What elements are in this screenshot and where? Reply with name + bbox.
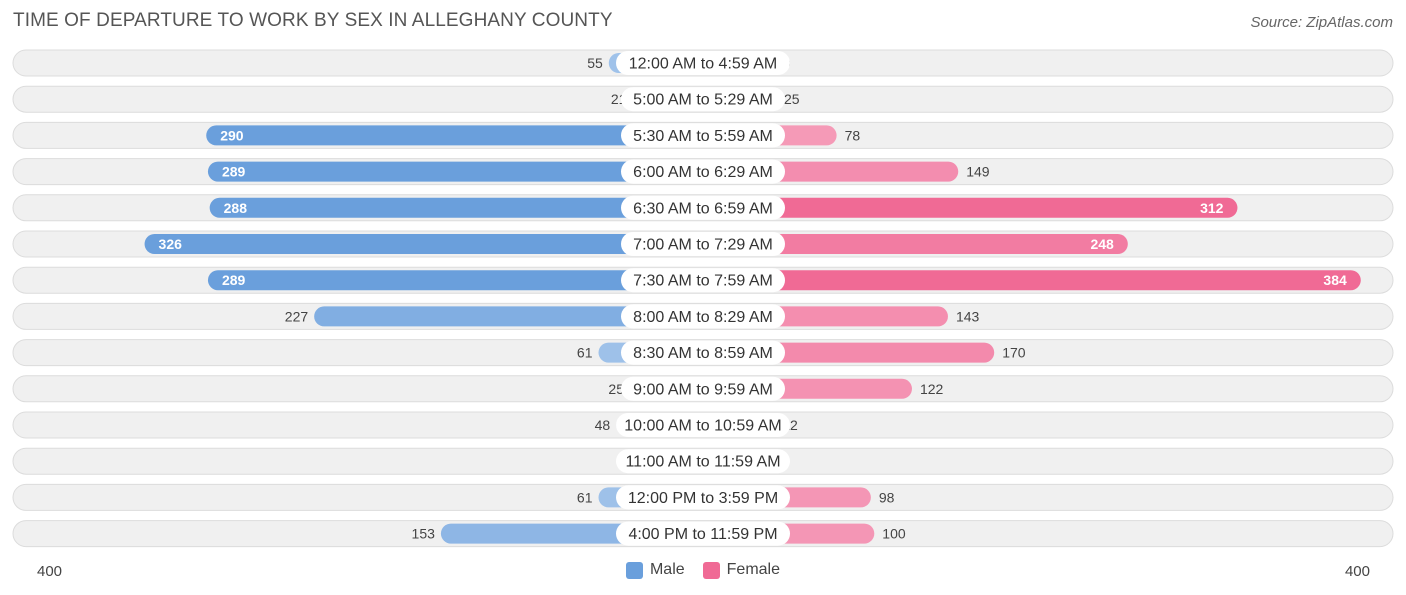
value-label-female: 248	[1090, 236, 1114, 252]
category-pill	[621, 123, 785, 148]
value-label-male: 290	[220, 127, 244, 143]
value-label-male: 288	[224, 200, 248, 216]
value-label-female: 170	[1002, 345, 1026, 361]
value-label-female: 100	[882, 526, 906, 542]
bar-male	[209, 197, 703, 218]
bar-male	[314, 306, 703, 327]
category-label: 12:00 PM to 3:59 PM	[628, 490, 778, 507]
value-label-male: 289	[222, 272, 246, 288]
category-label: 6:30 AM to 6:59 AM	[633, 200, 773, 217]
category-pill	[621, 232, 785, 256]
value-label-female: 98	[879, 489, 895, 505]
chart-row: 289 384 7:30 AM to 7:59 AM	[12, 266, 1394, 294]
chart-row: 289 149 6:00 AM to 6:29 AM	[12, 158, 1394, 186]
chart-row: 21 255:00 AM to 5:29 AM	[12, 85, 1394, 113]
category-label: 7:00 AM to 7:29 AM	[633, 237, 773, 254]
value-label-male: 289	[222, 164, 246, 180]
category-pill	[621, 376, 785, 401]
category-pill	[616, 485, 790, 510]
bar-female	[703, 197, 1238, 218]
value-label-female: 143	[956, 308, 980, 324]
category-label: 6:00 AM to 6:29 AM	[633, 164, 773, 181]
chart-row: 290 78 5:30 AM to 5:59 AM	[12, 121, 1394, 149]
value-label-female: 25	[784, 91, 800, 107]
bar-male	[144, 234, 703, 254]
chart-row: 0011:00 AM to 11:59 AM	[12, 447, 1394, 475]
category-label: 12:00 AM to 4:59 AM	[629, 56, 778, 73]
value-label-female: 312	[1200, 200, 1224, 216]
category-pill	[616, 51, 790, 75]
category-label: 4:00 PM to 11:59 PM	[628, 526, 777, 543]
value-label-male: 25	[608, 381, 624, 397]
category-pill	[616, 521, 790, 546]
category-label: 8:00 AM to 8:29 AM	[633, 309, 773, 326]
category-label: 7:30 AM to 7:59 AM	[633, 273, 773, 290]
x-axis-left-label: 400	[37, 563, 63, 580]
chart-row: 551012:00 AM to 4:59 AM	[12, 49, 1394, 77]
category-label: 8:30 AM to 8:59 AM	[633, 345, 773, 362]
legend-label-female: Female	[726, 561, 781, 578]
chart-row: 227 143 8:00 AM to 8:29 AM	[12, 302, 1394, 330]
category-pill	[616, 413, 790, 437]
bar-male	[206, 125, 704, 146]
legend: Male Female	[0, 561, 1406, 579]
bar-female	[703, 270, 1361, 291]
value-label-male: 55	[587, 55, 603, 71]
category-pill	[621, 304, 785, 329]
value-label-male: 326	[159, 236, 183, 252]
source-credit: Source: ZipAtlas.com	[1250, 14, 1393, 31]
value-label-male: 61	[577, 489, 593, 505]
value-label-female: 149	[966, 164, 990, 180]
chart-row: 25 122 9:00 AM to 9:59 AM	[12, 375, 1394, 403]
legend-item-male: Male	[625, 561, 685, 579]
value-label-male: 48	[595, 417, 611, 433]
bar-male	[207, 161, 703, 182]
value-label-female: 78	[845, 127, 861, 143]
chart-row: 61 98 12:00 PM to 3:59 PM	[12, 483, 1394, 511]
category-label: 5:00 AM to 5:29 AM	[633, 92, 773, 109]
category-label: 11:00 AM to 11:59 AM	[625, 454, 780, 471]
value-label-male: 153	[412, 526, 436, 542]
bar-male	[207, 270, 703, 291]
category-pill	[621, 195, 785, 220]
category-pill	[621, 268, 785, 293]
chart-row: 288 312 6:30 AM to 6:59 AM	[12, 194, 1394, 222]
category-pill	[621, 340, 785, 365]
chart-row: 326 248 7:00 AM to 7:29 AM	[12, 230, 1394, 258]
value-label-female: 122	[920, 381, 944, 397]
category-label: 10:00 AM to 10:59 AM	[624, 418, 781, 435]
category-pill	[621, 159, 785, 184]
chart-row: 482210:00 AM to 10:59 AM	[12, 411, 1394, 439]
chart-title: TIME OF DEPARTURE TO WORK BY SEX IN ALLE…	[13, 10, 613, 31]
category-label: 5:30 AM to 5:59 AM	[633, 128, 773, 145]
category-pill	[616, 449, 790, 474]
chart-row: 153 100 4:00 PM to 11:59 PM	[12, 520, 1394, 548]
legend-swatch-female	[702, 561, 720, 579]
legend-label-male: Male	[649, 561, 685, 578]
bar-female	[703, 234, 1128, 254]
category-label: 9:00 AM to 9:59 AM	[633, 381, 773, 398]
legend-swatch-male	[625, 561, 643, 579]
category-pill	[621, 87, 785, 112]
value-label-male: 227	[285, 308, 309, 324]
legend-item-female: Female	[702, 561, 781, 579]
chart-row: 61 170 8:30 AM to 8:59 AM	[12, 339, 1394, 367]
value-label-female: 384	[1323, 272, 1347, 288]
x-axis-right-label: 400	[1344, 563, 1370, 580]
value-label-male: 61	[577, 345, 593, 361]
